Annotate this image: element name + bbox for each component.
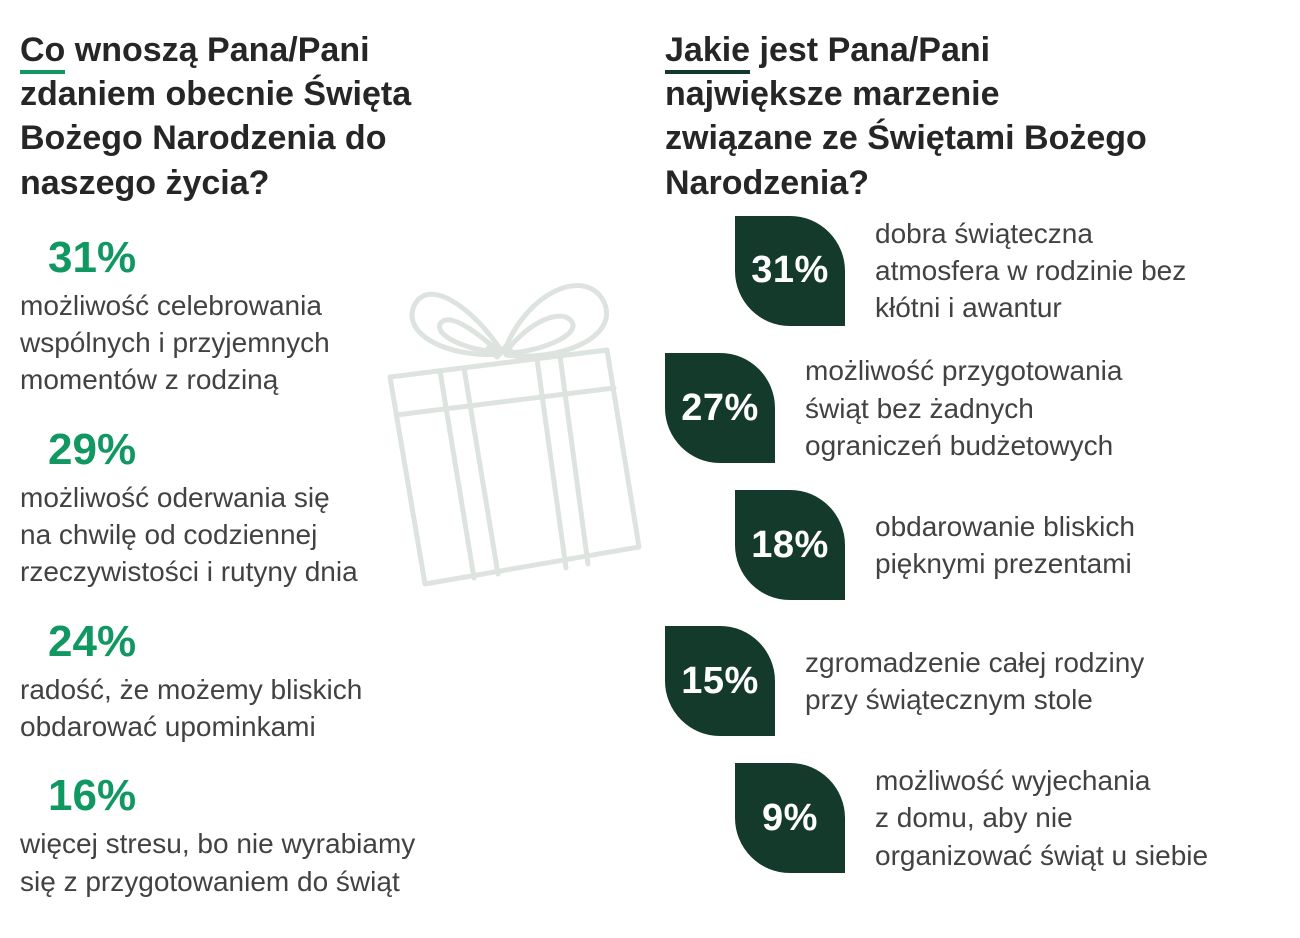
percent-value: 16% (48, 771, 137, 821)
dream-description: możliwość przygotowania świąt bez żadnyc… (805, 355, 1123, 461)
stat-description: możliwość celebrowania wspólnych i przyj… (20, 289, 330, 396)
stat-item: 24% radość, że możemy bliskich obdarować… (20, 616, 520, 746)
dream-description: zgromadzenie całej rodziny przy świątecz… (805, 646, 1145, 716)
dream-description: możliwość wyjechania z domu, aby nie org… (875, 765, 1209, 871)
percent-value: 27% (681, 386, 759, 429)
percent-value: 15% (681, 659, 759, 702)
percent-bubble: 15% (665, 626, 775, 737)
percent-value: 31% (751, 249, 829, 292)
dream-list: 31% dobra świąteczna atmosfera w rodzini… (665, 215, 1285, 874)
dream-item: 15% zgromadzenie całej rodziny przy świą… (665, 626, 1285, 737)
underlined-word: Co (20, 31, 66, 74)
stat-item: 29% możliwość oderwania się na chwilę od… (20, 424, 520, 591)
percent-bubble: 31% (735, 215, 845, 326)
dream-description: dobra świąteczna atmosfera w rodzinie be… (875, 217, 1187, 324)
stat-description: możliwość oderwania się na chwilę od cod… (20, 481, 358, 588)
percent-bubble: 18% (735, 490, 845, 601)
percent-value: 31% (48, 232, 137, 282)
percent-value: 24% (48, 616, 137, 666)
percent-value: 18% (751, 523, 829, 566)
percent-bubble: 9% (735, 763, 845, 873)
question-left-section: Co wnoszą Pana/Pani zdaniem obecnie Świę… (20, 28, 520, 900)
stat-item: 31% możliwość celebrowania wspólnych i p… (20, 232, 520, 399)
gift-icon (387, 283, 642, 587)
question-right-title: Jakie jest Pana/Pani największe marzenie… (665, 28, 1285, 205)
percent-value: 9% (762, 796, 818, 839)
dream-item: 9% możliwość wyjechania z domu, aby nie … (735, 762, 1285, 874)
stat-list: 31% możliwość celebrowania wspólnych i p… (20, 232, 520, 900)
dream-item: 27% możliwość przygotowania świąt bez ża… (665, 352, 1285, 464)
title-rest: wnoszą Pana/Pani zdaniem obecnie Święta … (20, 31, 412, 202)
stat-description: radość, że możemy bliskich obdarować upo… (20, 673, 363, 742)
percent-bubble: 27% (665, 353, 775, 464)
question-right-section: Jakie jest Pana/Pani największe marzenie… (665, 28, 1285, 874)
question-left-title: Co wnoszą Pana/Pani zdaniem obecnie Świę… (20, 28, 520, 205)
percent-value: 29% (48, 424, 137, 474)
dream-item: 31% dobra świąteczna atmosfera w rodzini… (735, 215, 1285, 327)
title-rest: jest Pana/Pani największe marzenie związ… (665, 31, 1147, 202)
stat-description: więcej stresu, bo nie wyrabiamy się z pr… (20, 828, 416, 897)
underlined-word: Jakie (665, 31, 751, 74)
stat-item: 16% więcej stresu, bo nie wyrabiamy się … (20, 771, 520, 900)
dream-description: obdarowanie bliskich pięknymi prezentami (875, 510, 1135, 580)
dream-item: 18% obdarowanie bliskich pięknymi prezen… (735, 490, 1285, 601)
